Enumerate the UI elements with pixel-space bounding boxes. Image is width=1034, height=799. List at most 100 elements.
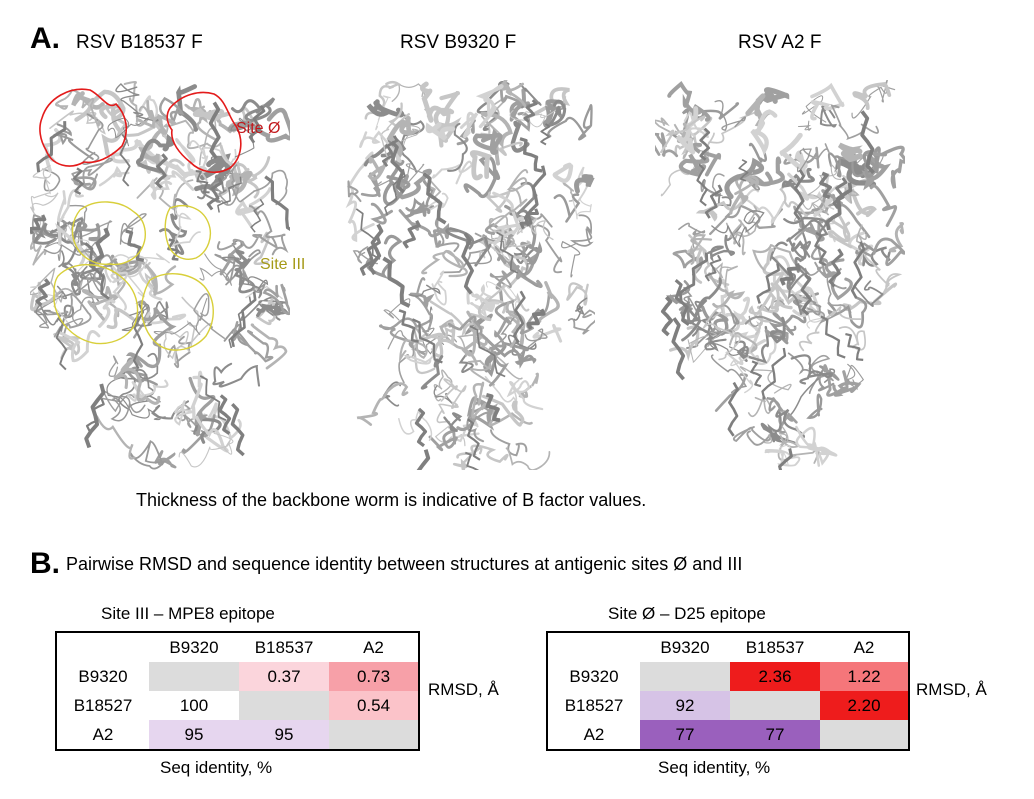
protein-structure-a2	[655, 80, 905, 470]
backbone-ribbon	[232, 321, 274, 363]
backbone-ribbon	[174, 400, 194, 426]
backbone-ribbon	[107, 264, 127, 318]
col-header: B9320	[169, 637, 219, 657]
backbone-ribbon	[30, 238, 47, 266]
helix-ribbon	[524, 165, 547, 227]
backbone-ribbon	[74, 89, 126, 122]
backbone-ribbon	[484, 284, 530, 312]
backbone-ribbon	[250, 323, 288, 370]
backbone-ribbon	[367, 156, 389, 181]
backbone-ribbon	[242, 249, 266, 293]
backbone-ribbon	[864, 254, 903, 295]
backbone-ribbon	[787, 352, 820, 395]
matrix-cell: 0.54	[329, 691, 418, 720]
backbone-ribbon	[98, 165, 130, 187]
helix-ribbon	[218, 394, 232, 435]
seq-identity-label-left: Seq identity, %	[160, 758, 273, 777]
backbone-ribbon	[807, 163, 842, 216]
backbone-ribbon	[561, 240, 581, 278]
backbone-ribbon	[108, 355, 119, 377]
backbone-ribbon	[107, 117, 148, 147]
protein-structure-b18537	[30, 80, 290, 470]
helix-ribbon	[699, 127, 711, 161]
backbone-ribbon	[492, 168, 529, 227]
backbone-ribbon	[398, 408, 433, 442]
backbone-ribbon	[853, 280, 884, 308]
backbone-ribbon	[106, 376, 166, 421]
backbone-ribbon	[730, 356, 754, 394]
site-three-outline-lower-right	[140, 273, 214, 351]
backbone-ribbon	[714, 373, 748, 412]
backbone-ribbon	[399, 326, 428, 363]
matrix-cell	[640, 662, 730, 691]
backbone-ribbon	[404, 348, 435, 365]
backbone-ribbon	[756, 87, 790, 106]
backbone-ribbon	[219, 242, 245, 276]
helix-ribbon	[230, 402, 245, 457]
backbone-ribbon	[483, 344, 507, 378]
backbone-ribbon	[475, 84, 504, 129]
backbone-ribbon	[847, 231, 874, 266]
site-zero-outline-right	[166, 91, 242, 174]
helix-ribbon	[264, 175, 290, 231]
backbone-ribbon	[691, 328, 727, 351]
backbone-ribbon	[425, 122, 456, 141]
site-zero-outline-left	[39, 88, 128, 167]
site-zero-label: Site Ø	[236, 120, 281, 137]
site-three-outline-upper	[71, 201, 146, 266]
helix-ribbon	[671, 317, 686, 381]
helix-ribbon	[828, 248, 844, 288]
backbone-ribbon	[149, 170, 195, 200]
backbone-ribbon	[104, 262, 129, 311]
backbone-ribbon	[760, 422, 796, 444]
backbone-ribbon	[420, 355, 444, 390]
backbone-ribbon	[748, 138, 767, 163]
helix-ribbon	[36, 121, 67, 173]
backbone-ribbon	[725, 337, 777, 366]
site-three-label: Site III	[260, 256, 306, 273]
matrix-cell: 2.20	[820, 691, 908, 720]
backbone-ribbon	[768, 241, 797, 289]
backbone-ribbon	[153, 450, 177, 469]
helix-ribbon	[526, 308, 546, 330]
backbone-ribbon	[235, 187, 272, 229]
backbone-ribbon	[802, 266, 846, 324]
backbone-ribbon	[795, 425, 824, 467]
backbone-ribbon	[61, 246, 81, 296]
backbone-ribbon	[415, 277, 433, 337]
backbone-ribbon	[138, 127, 167, 169]
row-header: B18527	[564, 695, 624, 715]
helix-ribbon	[55, 317, 68, 371]
backbone-ribbon	[814, 261, 847, 290]
helix-ribbon	[793, 169, 806, 221]
site-three-outline-mid	[164, 204, 212, 260]
backbone-ribbon	[178, 432, 234, 468]
backbone-ribbon	[428, 428, 458, 452]
backbone-ribbon	[55, 222, 86, 266]
backbone-ribbon	[359, 130, 402, 163]
backbone-ribbon	[262, 283, 290, 316]
backbone-ribbon	[756, 282, 780, 315]
backbone-ribbon	[740, 188, 785, 224]
helix-ribbon	[89, 227, 110, 272]
seq-identity-label-right: Seq identity, %	[658, 758, 771, 777]
backbone-ribbon	[707, 224, 742, 263]
backbone-ribbon	[695, 200, 743, 222]
backbone-ribbon	[484, 376, 520, 403]
backbone-ribbon	[112, 254, 149, 298]
matrix-cell: 95	[239, 720, 329, 749]
row-header: B9320	[78, 666, 128, 686]
helix-ribbon	[250, 198, 265, 233]
backbone-ribbon	[793, 202, 871, 239]
backbone-ribbon	[136, 300, 169, 327]
helix-ribbon	[778, 448, 793, 470]
helix-ribbon	[84, 383, 106, 449]
backbone-ribbon	[793, 192, 821, 222]
backbone-ribbon	[505, 310, 526, 348]
helix-ribbon	[727, 381, 739, 437]
helix-ribbon	[119, 133, 131, 187]
protein-structure-b9320	[345, 80, 595, 470]
panel-b-letter: B.	[30, 547, 60, 580]
backbone-ribbon	[223, 323, 251, 347]
helix-ribbon	[756, 263, 780, 304]
